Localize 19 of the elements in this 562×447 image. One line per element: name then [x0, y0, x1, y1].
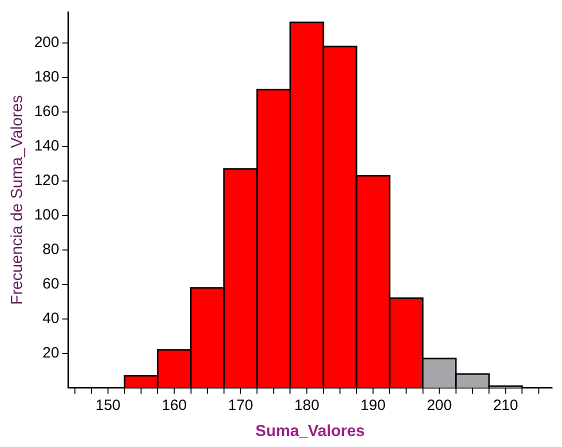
- y-axis-title: Frecuencia de Suma_Valores: [9, 95, 26, 305]
- y-tick-label: 140: [34, 138, 60, 155]
- y-tick-label: 120: [34, 172, 60, 190]
- y-tick-label: 60: [42, 276, 60, 293]
- y-tick-label: 40: [42, 310, 60, 327]
- x-tick-label: 200: [426, 396, 452, 414]
- x-tick-label: 170: [228, 396, 254, 414]
- x-axis-title: Suma_Valores: [255, 422, 365, 440]
- x-tick-label: 180: [294, 396, 320, 414]
- x-tick-label: 190: [360, 396, 386, 414]
- y-tick-label: 100: [34, 206, 60, 224]
- y-tick-label: 80: [42, 241, 60, 258]
- x-tick-label: 210: [493, 396, 518, 414]
- y-tick-label: 20: [42, 344, 60, 362]
- x-tick-label: 150: [95, 396, 121, 414]
- x-tick-label: 160: [162, 396, 187, 414]
- y-tick-label: 180: [34, 68, 60, 86]
- y-tick-label: 200: [34, 34, 60, 52]
- y-tick-label: 160: [34, 103, 60, 120]
